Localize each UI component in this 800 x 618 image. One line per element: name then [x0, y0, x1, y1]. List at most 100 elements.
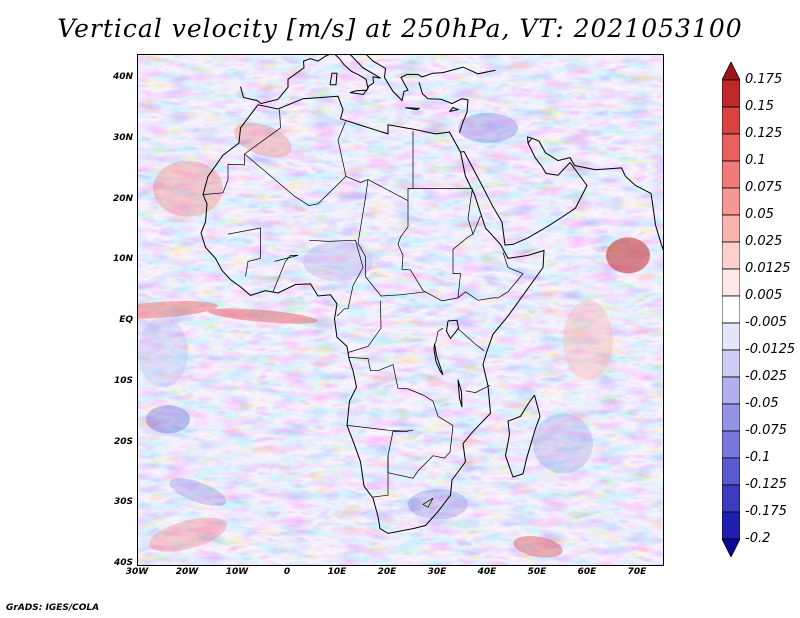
coastline-crete: [405, 107, 420, 111]
colorbar-level-label: -0.025: [745, 369, 787, 384]
coastline-lake-victoria: [445, 319, 460, 340]
field-feature: [138, 300, 218, 320]
lat-tick-label: EQ: [119, 315, 133, 326]
colorbar-level-label: 0.075: [745, 180, 783, 195]
lat-tick-label: 20S: [113, 436, 133, 447]
country-border: [202, 154, 245, 195]
map-panel: [137, 54, 664, 566]
lon-tick-label: 70E: [627, 567, 647, 577]
country-border: [435, 327, 444, 344]
colorbar-box: [722, 79, 740, 108]
lon-tick-label: 40E: [477, 567, 497, 577]
colorbar-level-label: -0.1: [745, 450, 771, 465]
country-border: [467, 188, 481, 236]
country-border: [348, 357, 439, 417]
country-border: [308, 239, 364, 317]
field-feature: [563, 300, 613, 381]
field-feature: [149, 517, 227, 552]
country-border: [244, 109, 281, 155]
country-border: [422, 497, 434, 508]
coastline-arabia: [460, 136, 588, 246]
lat-tick-label: 40N: [112, 72, 133, 83]
lon-tick-label: 30W: [125, 567, 149, 577]
colorbar-box: [722, 214, 740, 243]
plot-title: Vertical velocity [m/s] at 250hPa, VT: 2…: [57, 14, 743, 43]
coastline-madagascar: [504, 394, 541, 478]
colorbar-level-label: 0.05: [745, 207, 774, 222]
field-feature: [153, 160, 223, 217]
coastline-persian-gulf: [527, 137, 533, 144]
country-border: [244, 121, 347, 206]
country-border: [365, 276, 426, 297]
lat-tick-label: 10S: [113, 375, 133, 386]
coastline-sicily: [349, 89, 367, 96]
colorbar-level-label: -0.005: [745, 315, 787, 330]
colorbar-min-arrow: [722, 538, 740, 557]
field-feature: [208, 308, 318, 324]
colorbar-level-label: -0.2: [745, 531, 771, 546]
field-feature: [533, 413, 593, 474]
colorbar-box: [722, 106, 740, 135]
lon-tick-label: 30E: [427, 567, 447, 577]
colorbar: [722, 62, 740, 557]
colorbar-level-label: -0.05: [745, 396, 779, 411]
lon-tick-label: 10W: [225, 567, 249, 577]
country-border: [347, 300, 382, 353]
colorbar-box: [722, 457, 740, 486]
field-feature: [146, 405, 190, 434]
colorbar-level-label: 0.175: [745, 72, 783, 87]
colorbar-level-label: 0.0125: [745, 261, 791, 276]
colorbar-max-arrow: [722, 62, 740, 81]
colorbar-box: [722, 241, 740, 270]
colorbar-level-label: 0.125: [745, 126, 783, 141]
coastline-sardinia: [329, 72, 338, 86]
country-border: [346, 425, 409, 432]
coastline-lake-malawi: [457, 379, 463, 408]
country-border: [452, 233, 474, 298]
lat-tick-label: 10N: [112, 254, 133, 265]
lon-tick-label: 10E: [327, 567, 347, 577]
colorbar-level-label: -0.0125: [745, 342, 796, 357]
colorbar-level-label: 0.15: [745, 99, 774, 114]
colorbar-box: [722, 187, 740, 216]
coastline-lake-tanganyika: [433, 343, 444, 376]
field-feature: [234, 122, 292, 158]
coastlines: [200, 55, 663, 534]
lon-tick-label: 20W: [175, 567, 199, 577]
field-feature: [458, 112, 518, 143]
lon-tick-label: 0: [283, 567, 291, 577]
colorbar-level-label: -0.125: [745, 477, 787, 492]
colorbar-box: [722, 403, 740, 432]
lat-tick-label: 30S: [113, 497, 133, 508]
colorbar-level-label: -0.175: [745, 504, 787, 519]
country-border: [387, 416, 454, 479]
coastline-europe-s: [240, 55, 496, 105]
field-feature: [408, 489, 468, 520]
field-feature: [513, 536, 563, 558]
colorbar-level-label: 0.1: [745, 153, 766, 168]
lat-tick-label: 30N: [112, 133, 133, 143]
country-border: [465, 384, 491, 393]
colorbar-box: [722, 268, 740, 297]
colorbar-box: [722, 349, 740, 378]
footer-credit: GrADS: IGES/COLA: [6, 603, 100, 613]
colorbar-level-label: -0.075: [745, 423, 787, 438]
vertical-velocity-map: [138, 55, 663, 565]
field-feature: [169, 478, 227, 507]
coastline-turkey-s: [418, 82, 469, 133]
lon-tick-label: 20E: [377, 567, 397, 577]
coastline-india-w: [625, 176, 663, 251]
colorbar-box: [722, 484, 740, 513]
coastline-cyprus: [449, 106, 460, 112]
coastline-iran-coast: [531, 137, 626, 177]
lon-tick-label: 60E: [577, 567, 597, 577]
colorbar-level-label: 0.005: [745, 288, 783, 303]
colorbar-box: [722, 133, 740, 162]
colorbar-box: [722, 430, 740, 459]
colorbar-box: [722, 376, 740, 405]
field-feature: [606, 237, 650, 274]
lat-tick-label: 20N: [112, 193, 133, 204]
country-border: [372, 455, 389, 498]
colorbar-box: [722, 295, 740, 324]
country-border: [272, 255, 299, 292]
